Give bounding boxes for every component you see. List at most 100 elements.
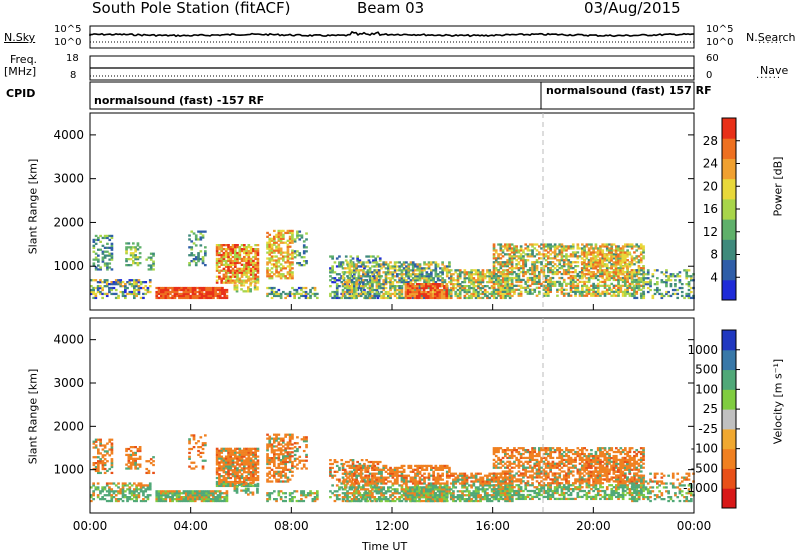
power-cell bbox=[418, 269, 422, 272]
velocity-cell bbox=[215, 476, 219, 480]
velocity-cell bbox=[256, 447, 260, 450]
power-cell bbox=[184, 292, 188, 296]
power-cell bbox=[456, 296, 460, 300]
power-cell bbox=[556, 280, 559, 284]
power-cell bbox=[506, 261, 509, 264]
power-cell bbox=[110, 283, 114, 286]
power-cell bbox=[101, 256, 105, 259]
velocity-cell bbox=[164, 498, 168, 501]
velocity-cell bbox=[231, 480, 235, 484]
power-cell bbox=[350, 288, 354, 292]
velocity-cell bbox=[243, 455, 246, 458]
power-cell bbox=[405, 267, 408, 270]
power-cell bbox=[531, 271, 534, 274]
power-cell bbox=[488, 281, 492, 284]
velocity-cell bbox=[279, 443, 283, 446]
nave-tick-top: 60 bbox=[706, 53, 719, 64]
power-cell bbox=[353, 292, 356, 296]
power-cell bbox=[96, 290, 100, 294]
power-cell bbox=[587, 253, 591, 256]
velocity-cell bbox=[256, 471, 260, 474]
velocity-cell bbox=[201, 444, 205, 447]
power-cell bbox=[96, 286, 100, 290]
velocity-cell bbox=[139, 486, 143, 489]
power-cell bbox=[621, 261, 625, 264]
velocity-cell bbox=[101, 456, 105, 459]
power-cell bbox=[569, 245, 573, 248]
velocity-cell bbox=[227, 484, 230, 488]
velocity-cell bbox=[216, 490, 220, 493]
power-cell bbox=[501, 274, 505, 278]
power-cell bbox=[149, 256, 153, 259]
power-cell bbox=[576, 278, 580, 282]
velocity-cell bbox=[110, 496, 114, 499]
velocity-cell bbox=[94, 469, 98, 473]
power-cell bbox=[479, 273, 482, 276]
velocity-cell bbox=[243, 447, 246, 450]
power-cell bbox=[238, 249, 242, 253]
power-cell bbox=[416, 275, 420, 278]
power-cell bbox=[594, 284, 598, 287]
power-cell bbox=[92, 246, 96, 249]
power-cell bbox=[517, 276, 521, 280]
velocity-cell bbox=[101, 496, 104, 499]
power-cell bbox=[389, 283, 392, 286]
velocity-cell bbox=[270, 460, 274, 464]
power-cell bbox=[110, 234, 114, 238]
power-cell bbox=[504, 296, 507, 300]
velocity-cell bbox=[288, 478, 292, 481]
power-cell bbox=[405, 271, 408, 274]
velocity-cell bbox=[268, 439, 272, 442]
velocity-cell bbox=[333, 474, 337, 477]
power-cell bbox=[205, 288, 208, 292]
power-cell bbox=[270, 263, 274, 266]
power-cell bbox=[513, 247, 516, 250]
power-cell bbox=[225, 294, 229, 298]
velocity-cell bbox=[316, 496, 319, 499]
velocity-cell bbox=[110, 448, 114, 451]
power-cell bbox=[384, 263, 388, 266]
power-cell bbox=[494, 269, 498, 272]
velocity-cell bbox=[288, 457, 292, 460]
power-cell bbox=[365, 255, 368, 258]
power-cell bbox=[605, 249, 609, 252]
power-cell bbox=[674, 279, 677, 282]
power-cell bbox=[227, 253, 230, 257]
velocity-cell bbox=[243, 451, 246, 454]
power-cell bbox=[205, 290, 208, 294]
power-cell bbox=[103, 234, 107, 238]
power-cell bbox=[626, 278, 629, 282]
power-cell bbox=[247, 275, 251, 278]
velocity-cell bbox=[182, 492, 186, 495]
power-cell bbox=[200, 292, 204, 296]
velocity-cell bbox=[157, 490, 161, 493]
velocity-cell bbox=[110, 450, 114, 453]
power-cell bbox=[623, 255, 627, 258]
power-cell bbox=[465, 292, 469, 296]
power-cell bbox=[535, 261, 539, 264]
power-cell bbox=[128, 281, 132, 284]
velocity-cell bbox=[224, 467, 228, 470]
velocity-cell bbox=[284, 464, 287, 468]
power-cell bbox=[612, 272, 616, 276]
power-cell bbox=[540, 261, 543, 264]
power-cell bbox=[587, 243, 591, 246]
power-cell bbox=[436, 285, 439, 288]
power-cell bbox=[212, 292, 215, 296]
power-cell bbox=[538, 292, 541, 295]
velocity-cell bbox=[130, 484, 134, 487]
power-cell bbox=[220, 281, 224, 284]
power-cell bbox=[273, 255, 276, 258]
power-cell bbox=[204, 230, 207, 233]
velocity-cell bbox=[97, 462, 100, 465]
velocity-cell bbox=[134, 451, 137, 455]
velocity-cell bbox=[215, 455, 219, 458]
power-cell bbox=[110, 256, 114, 259]
power-cell bbox=[569, 276, 573, 280]
velocity-cell bbox=[284, 443, 287, 446]
velocity-cell bbox=[275, 439, 278, 442]
power-cell bbox=[97, 258, 100, 261]
power-cell bbox=[607, 253, 611, 256]
power-cell bbox=[229, 248, 233, 251]
power-cell bbox=[306, 296, 310, 300]
